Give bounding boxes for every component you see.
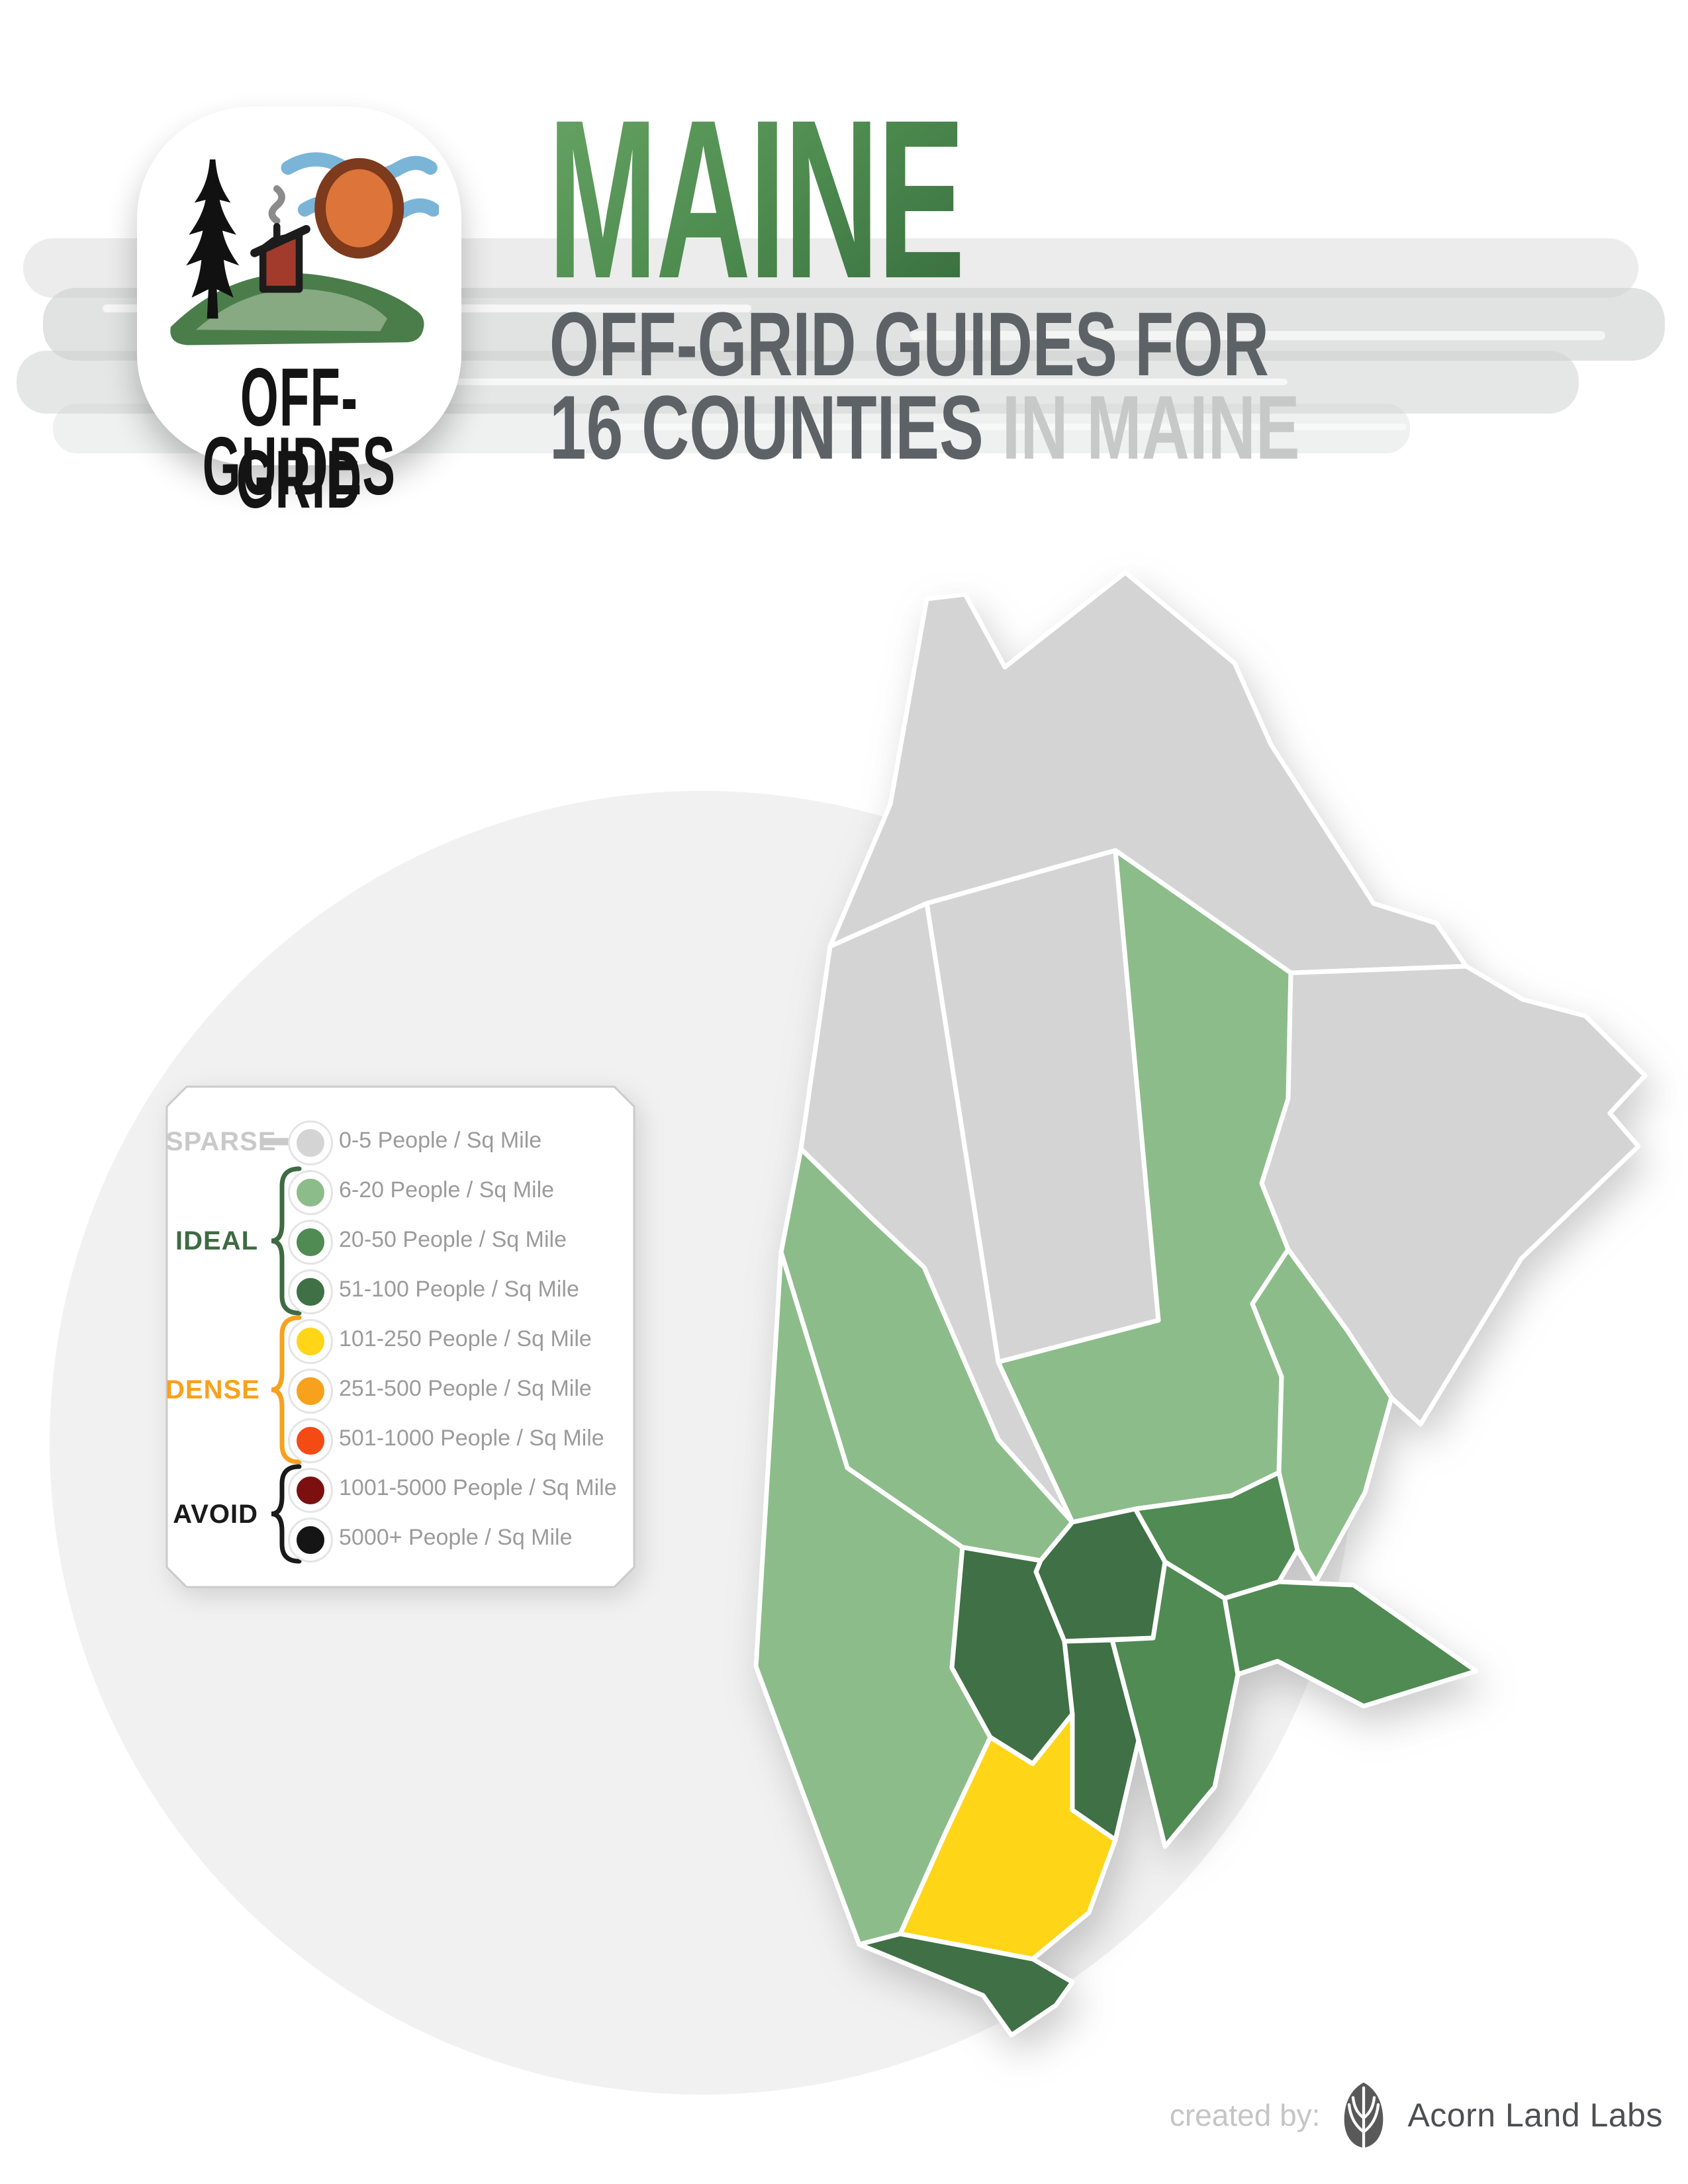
subtitle-line2: 16 COUNTIES IN MAINE	[549, 383, 1300, 473]
legend-row: 1001-5000 People / Sq Mile	[165, 1469, 635, 1511]
legend-row: 20-50 People / Sq Mile	[165, 1220, 635, 1263]
legend-group-label-dense: DENSE	[165, 1375, 260, 1404]
legend-dot	[290, 1122, 331, 1163]
badge-title-line2: GUIDES	[202, 421, 397, 512]
logo-badge: OFF-GRID GUIDES	[137, 107, 461, 521]
brand-name: Acorn Land Labs	[1407, 2096, 1663, 2134]
legend-dot	[290, 1420, 331, 1461]
legend-dot	[290, 1222, 331, 1263]
legend-row-text: 101-250 People / Sq Mile	[339, 1326, 592, 1351]
legend-row-text: 0-5 People / Sq Mile	[339, 1128, 542, 1153]
county-york	[857, 1931, 1075, 2038]
legend-row: 501-1000 People / Sq Mile	[165, 1419, 635, 1461]
legend-dot	[290, 1271, 331, 1312]
cabin-icon	[250, 222, 310, 293]
legend-group-label-avoid: AVOID	[173, 1499, 258, 1529]
subtitle-line2-light: IN MAINE	[1002, 377, 1300, 478]
legend-row: 51-100 People / Sq Mile	[165, 1270, 635, 1312]
sun-icon	[314, 158, 404, 259]
legend-row-text: 6-20 People / Sq Mile	[339, 1177, 555, 1203]
legend-group-label-sparse: SPARSE	[165, 1127, 277, 1156]
legend-brace	[271, 1315, 302, 1465]
acorn-land-labs-logo-icon	[1344, 2082, 1383, 2149]
legend-brace	[271, 1464, 302, 1564]
legend-dot	[290, 1172, 331, 1213]
badge-illustration	[170, 152, 439, 345]
legend-frame	[165, 1085, 635, 1588]
legend-row-text: 1001-5000 People / Sq Mile	[339, 1475, 617, 1500]
legend-row: 5000+ People / Sq Mile	[165, 1518, 635, 1561]
legend-dot	[290, 1470, 331, 1511]
subtitle-line2-dark: 16 COUNTIES	[549, 377, 984, 478]
footer: created by: Acorn Land Labs	[1170, 2077, 1663, 2153]
page-title: MAINE	[548, 73, 965, 326]
legend-row-text: 51-100 People / Sq Mile	[339, 1277, 579, 1302]
subtitle-line1: OFF-GRID GUIDES FOR	[549, 294, 1269, 395]
legend-rows: SPARSE 0-5 People / Sq Mile IDEAL 6-20 Peop…	[165, 1085, 635, 1588]
legend-row-text: 20-50 People / Sq Mile	[339, 1227, 567, 1252]
legend-dot	[290, 1520, 331, 1561]
legend-dot	[290, 1321, 331, 1362]
legend-row: 0-5 People / Sq Mile	[165, 1121, 635, 1163]
legend-group-label-ideal: IDEAL	[175, 1226, 258, 1255]
created-by-label: created by:	[1169, 2097, 1321, 2132]
legend-row-text: 501-1000 People / Sq Mile	[339, 1426, 604, 1451]
legend-row: 6-20 People / Sq Mile	[165, 1171, 635, 1213]
legend-row: 251-500 People / Sq Mile	[165, 1369, 635, 1412]
legend-row: 101-250 People / Sq Mile	[165, 1320, 635, 1362]
county-cumberland	[898, 1711, 1118, 1962]
hill-icon	[170, 273, 424, 345]
smoke-icon	[268, 185, 285, 224]
legend-dot	[290, 1371, 331, 1412]
pine-tree-icon	[186, 159, 240, 319]
badge-title-line1: OFF-GRID	[236, 352, 363, 525]
legend-panel: SPARSE 0-5 People / Sq Mile IDEAL 6-20 Peop…	[165, 1085, 635, 1588]
legend-brace	[271, 1166, 302, 1316]
county-knox	[1222, 1579, 1479, 1709]
maine-county-map	[753, 570, 1648, 2038]
legend-row-text: 251-500 People / Sq Mile	[339, 1376, 592, 1401]
legend-row-text: 5000+ People / Sq Mile	[339, 1525, 573, 1550]
county-washington	[1259, 964, 1648, 1427]
